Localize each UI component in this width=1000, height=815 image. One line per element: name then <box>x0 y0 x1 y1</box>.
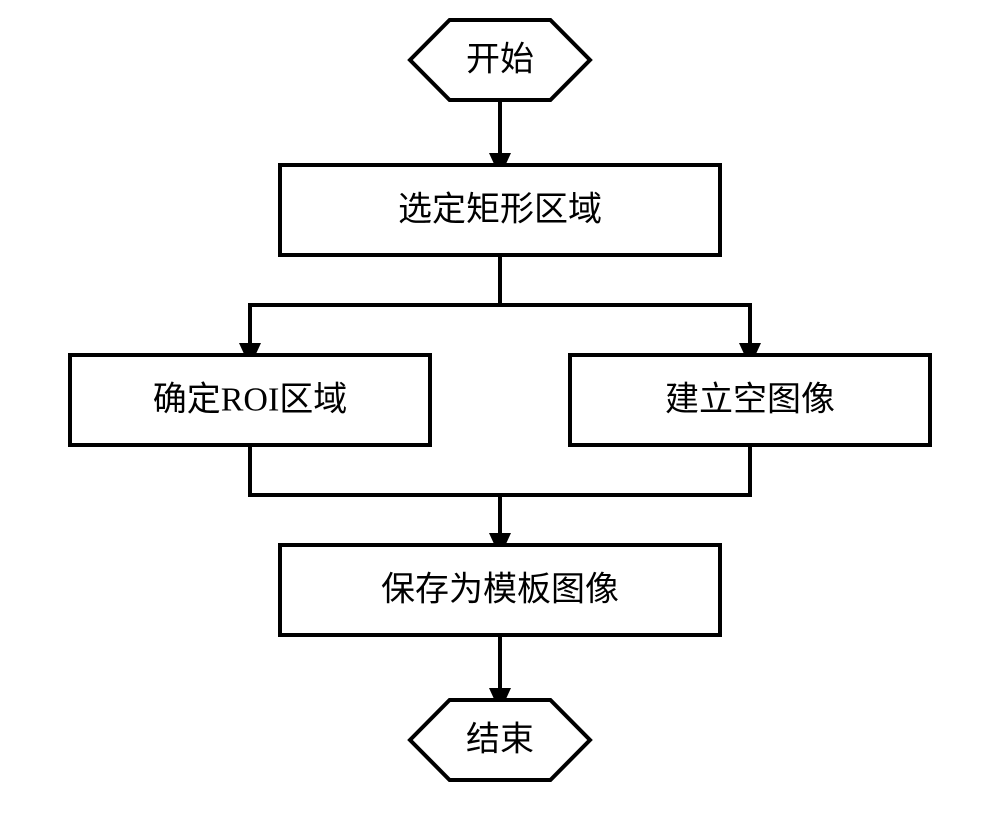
node-label: 选定矩形区域 <box>398 191 602 229</box>
node-label: 建立空图像 <box>665 381 835 419</box>
node-end: 结束 <box>410 700 590 780</box>
edge <box>500 305 750 355</box>
node-label: 开始 <box>466 41 534 79</box>
node-blank_img: 建立空图像 <box>570 355 930 445</box>
edge <box>500 445 750 495</box>
node-label: 确定ROI区域 <box>153 381 348 419</box>
node-roi: 确定ROI区域 <box>70 355 430 445</box>
edge <box>250 255 500 355</box>
node-select_rect: 选定矩形区域 <box>280 165 720 255</box>
node-label: 结束 <box>466 721 534 759</box>
edge <box>250 445 500 545</box>
flowchart-canvas: 开始选定矩形区域确定ROI区域 建立空图像保存为模板图像结束 <box>0 0 1000 815</box>
node-start: 开始 <box>410 20 590 100</box>
node-label: 保存为模板图像 <box>381 571 619 609</box>
node-save_tpl: 保存为模板图像 <box>280 545 720 635</box>
